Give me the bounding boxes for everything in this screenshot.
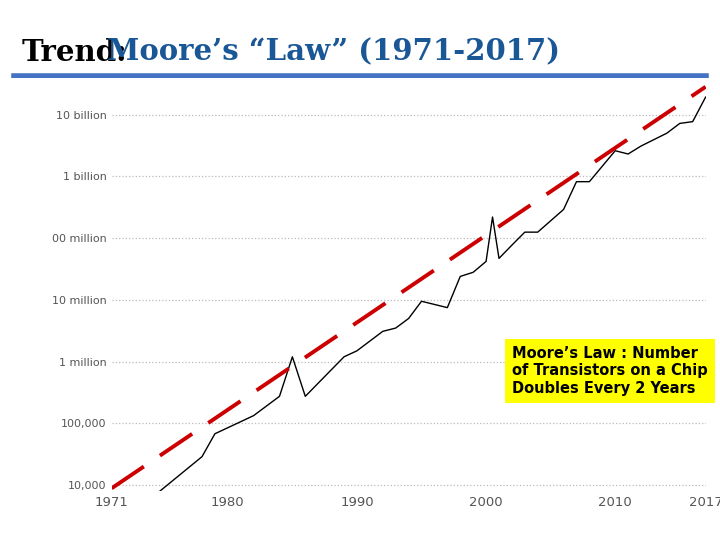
Text: Moore’s Law : Number
of Transistors on a Chip
Doubles Every 2 Years: Moore’s Law : Number of Transistors on a… [512,346,708,396]
Text: Moore’s “Law” (1971-2017): Moore’s “Law” (1971-2017) [97,38,560,67]
Text: Trend:: Trend: [22,38,127,67]
